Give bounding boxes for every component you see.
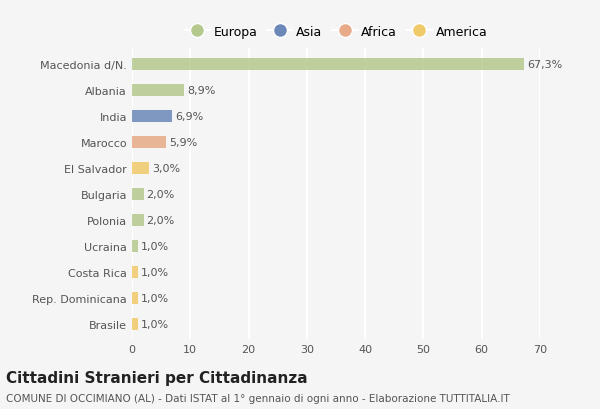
Text: 67,3%: 67,3% [527, 60, 562, 70]
Bar [132, 292, 138, 304]
Text: 8,9%: 8,9% [187, 85, 215, 96]
Bar [132, 162, 149, 174]
Text: 2,0%: 2,0% [146, 189, 175, 199]
Text: 1,0%: 1,0% [141, 267, 169, 277]
Bar [132, 85, 184, 97]
Bar [132, 189, 143, 200]
Bar [132, 318, 138, 330]
Bar [132, 137, 166, 148]
Text: 5,9%: 5,9% [169, 137, 197, 147]
Text: Cittadini Stranieri per Cittadinanza: Cittadini Stranieri per Cittadinanza [6, 370, 308, 385]
Bar [132, 266, 138, 278]
Text: 1,0%: 1,0% [141, 241, 169, 251]
Bar [132, 214, 143, 226]
Legend: Europa, Asia, Africa, America: Europa, Asia, Africa, America [179, 20, 493, 43]
Text: 1,0%: 1,0% [141, 293, 169, 303]
Text: 6,9%: 6,9% [175, 112, 203, 121]
Bar [132, 111, 172, 122]
Text: 1,0%: 1,0% [141, 319, 169, 329]
Text: COMUNE DI OCCIMIANO (AL) - Dati ISTAT al 1° gennaio di ogni anno - Elaborazione : COMUNE DI OCCIMIANO (AL) - Dati ISTAT al… [6, 393, 510, 403]
Bar [132, 240, 138, 252]
Text: 3,0%: 3,0% [152, 163, 181, 173]
Bar [132, 59, 524, 70]
Text: 2,0%: 2,0% [146, 215, 175, 225]
